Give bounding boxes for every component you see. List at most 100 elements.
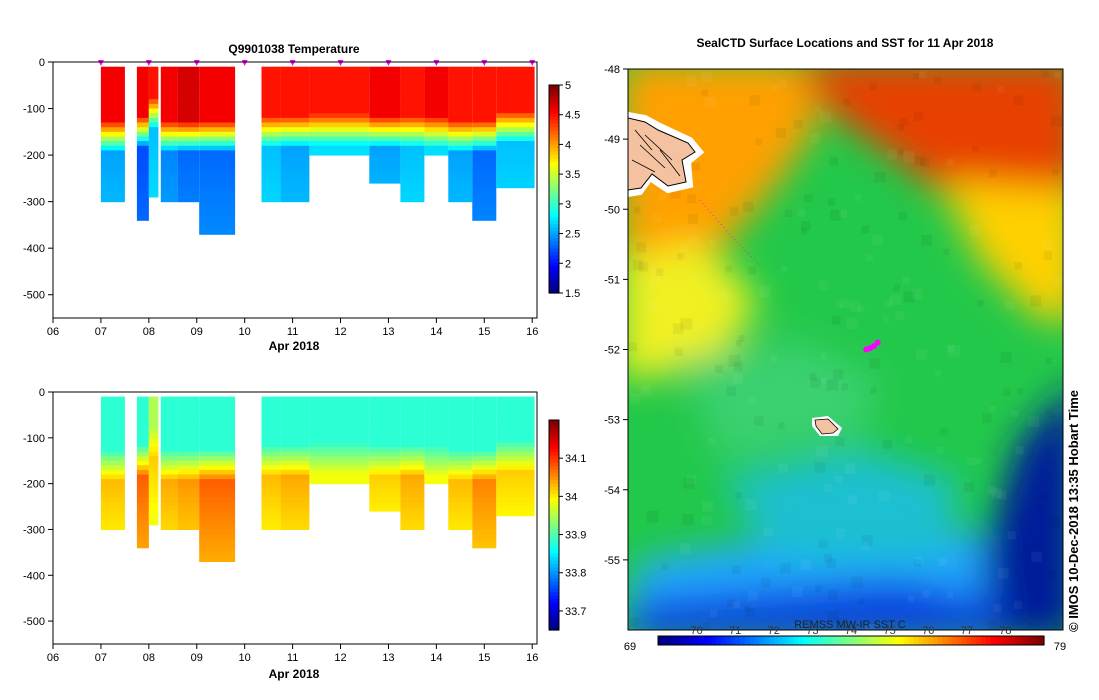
x-tick-label: 10 [239,652,251,664]
x-tick-label: 10 [239,326,251,338]
profile-cell [424,410,449,416]
colorbar-swatch [549,528,559,533]
sst-pixel [989,406,996,413]
profile-cell [400,410,425,416]
profile-cell [369,131,401,137]
salinity-cells [100,396,535,562]
profile-cell [199,401,236,407]
colorbar-swatch [549,598,559,603]
salinity-xlabel: Apr 2018 [269,667,320,681]
colorbar-swatch [549,444,559,449]
profile-cell [261,497,281,503]
profile-cell [199,99,236,105]
profile-cell [309,66,370,72]
profile-cell [261,428,281,434]
profile-cell [400,515,425,521]
colorbar-swatch [696,636,702,645]
profile-cell [148,396,159,402]
temperature-cells [100,66,535,235]
profile-cell [448,108,473,114]
sst-pixel [947,591,954,598]
colorbar-swatch [549,542,559,547]
colorbar-f-label: 78 [999,625,1011,637]
profile-cell [496,396,535,402]
profile-cell [148,173,159,179]
profile-cell [100,442,125,448]
profile-cell [280,428,310,434]
colorbar-swatch [966,636,973,645]
profile-cell [472,131,497,137]
profile-cell [177,127,200,133]
profile-cell [148,442,159,448]
profile-cell [496,131,535,137]
profile-cell [400,89,425,96]
profile-cell [369,437,401,443]
profile-cell [309,89,370,96]
profile-cell [100,419,125,425]
profile-cell [448,405,473,411]
profile-cell [369,85,401,91]
kerguelen-coastline-detail [631,129,681,177]
profile-marker [145,60,152,66]
profile-cell [136,169,149,175]
profile-cell [496,117,535,124]
profile-cell [496,414,535,420]
profile-cell [472,428,497,434]
sst-pixel [897,149,904,156]
profile-cell [136,155,149,161]
sst-pixel [823,553,833,563]
map-latitude-axis: -48 -49 -50 -51 -52 -53 -54 -55 [604,64,628,567]
profile-cell [160,433,178,439]
x-tick-label: 16 [526,652,538,664]
profile-cell [424,85,449,91]
profile-cell [448,94,473,100]
sst-pixel [835,301,842,308]
profile-cell [160,197,178,203]
profile-cell [148,419,159,425]
colorbar-swatch [549,244,559,249]
profile-cell [496,76,535,82]
profile-cell [177,465,200,471]
sst-pixel [1046,410,1055,419]
profile-cell [100,520,125,526]
colorbar-swatch [549,591,559,596]
profile-cell [472,401,497,407]
profile-cell [261,502,281,508]
sst-pixel [735,492,742,499]
sst-pixel [728,354,741,367]
profile-cell [177,479,200,485]
sst-pixel [725,265,733,273]
colorbar-f-label: 77 [961,625,973,637]
profile-cell [369,497,401,503]
profile-cell [136,460,149,466]
profile-cell [309,94,370,100]
sst-pixel [969,225,980,236]
colorbar-swatch [875,636,881,645]
profile-cell [280,451,310,457]
profile-cell [160,447,178,453]
profile-cell [100,169,125,175]
profile-cell [177,136,200,142]
colorbar-swatch [687,636,693,645]
profile-cell [199,187,236,193]
colorbar-swatch [549,511,559,516]
sst-pixel [754,416,764,426]
colorbar-tick-label: 3.5 [565,169,580,181]
profile-cell [400,117,425,124]
sst-pixel [818,539,828,549]
profile-cell [496,447,535,453]
profile-cell [309,150,370,156]
profile-cell [261,396,281,402]
profile-cell [261,187,281,193]
profile-cell [199,483,236,489]
profile-cell [496,89,535,96]
profile-cell [261,117,281,124]
profile-cell [369,428,401,434]
lat-tick-label: -55 [604,555,620,567]
profile-cell [261,469,281,475]
colorbar-swatch [549,462,559,467]
profile-cell [280,71,310,77]
profile-cell [177,150,200,156]
profile-cell [369,173,401,179]
profile-cell [448,76,473,82]
